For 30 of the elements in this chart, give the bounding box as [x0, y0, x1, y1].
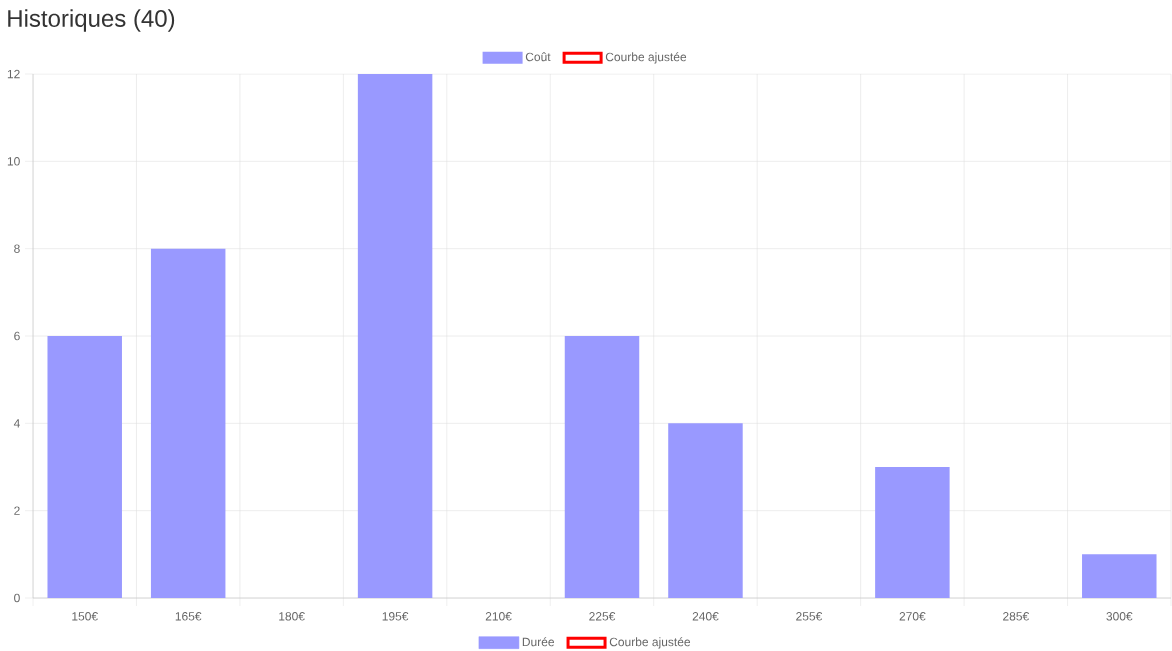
- bar: [357, 74, 433, 599]
- bar: [150, 248, 226, 599]
- x-tick-label: 210€: [485, 612, 512, 621]
- x-tick-label: 150€: [72, 612, 98, 621]
- bar: [875, 467, 950, 599]
- x-tick-label: 270€: [899, 612, 926, 621]
- legend-label: Durée: [522, 637, 555, 647]
- bar: [47, 336, 122, 599]
- x-tick-label: 285€: [1003, 612, 1029, 621]
- y-tick-label: 4: [13, 419, 20, 428]
- y-tick-label: 0: [14, 593, 20, 603]
- x-tick-label: 225€: [589, 612, 616, 621]
- bar: [564, 336, 640, 599]
- legend-label: Courbe ajustée: [609, 637, 691, 649]
- x-tick-label: 180€: [279, 612, 305, 621]
- y-tick-label: 6: [14, 331, 20, 341]
- x-tick-label: 195€: [382, 612, 409, 621]
- bar: [668, 423, 743, 599]
- legend-label: Courbe ajustée: [605, 52, 687, 64]
- y-tick-label: 8: [14, 244, 20, 253]
- bar: [1082, 554, 1157, 599]
- y-tick-label: 10: [7, 157, 20, 166]
- y-tick-label: 12: [7, 69, 20, 79]
- x-tick-label: 255€: [796, 612, 823, 621]
- x-tick-label: 240€: [692, 612, 719, 621]
- legend-label: Coût: [525, 52, 551, 62]
- x-tick-label: 165€: [175, 612, 202, 621]
- x-tick-label: 300€: [1106, 612, 1133, 621]
- y-tick-label: 2: [14, 506, 20, 515]
- chart-title: Historiques (40): [8, 9, 175, 32]
